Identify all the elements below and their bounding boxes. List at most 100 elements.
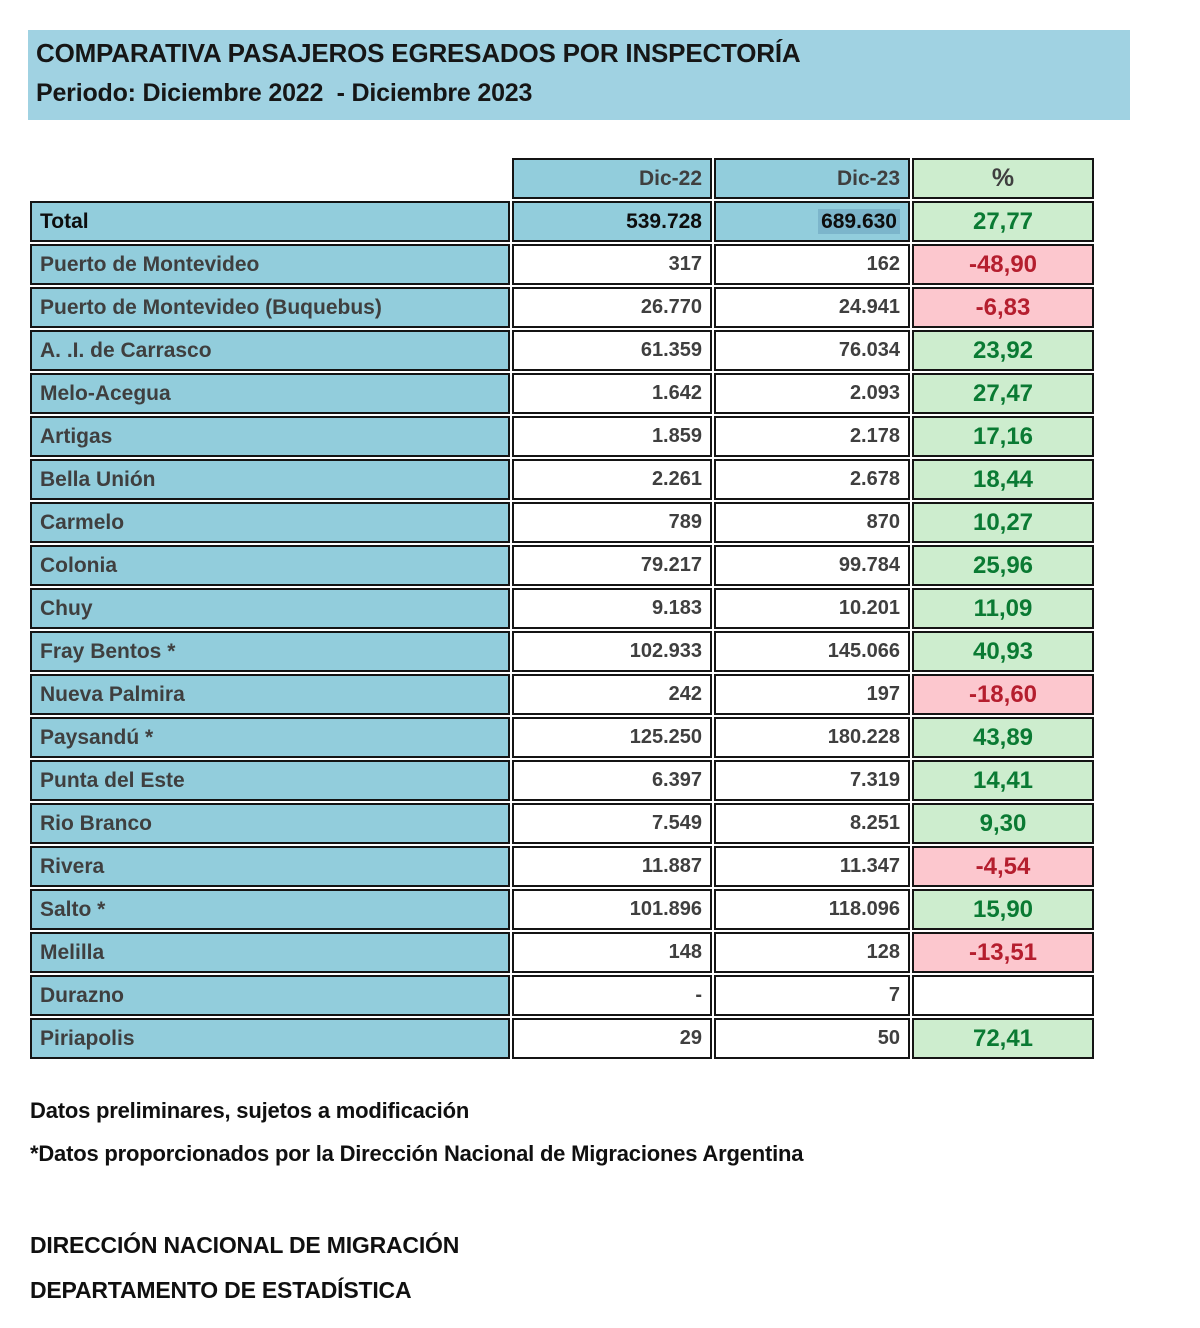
pct: 43,89 — [912, 717, 1094, 758]
pct: 27,47 — [912, 373, 1094, 414]
dic23: 11.347 — [714, 846, 910, 887]
dic22: 539.728 — [512, 201, 712, 242]
total-row: Total 539.728 689.630 27,77 — [30, 201, 1094, 242]
table-row: Colonia 79.217 99.784 25,96 — [30, 545, 1094, 586]
row-label: Paysandú * — [30, 717, 510, 758]
dic23: 197 — [714, 674, 910, 715]
pct: 15,90 — [912, 889, 1094, 930]
table-row: Fray Bentos * 102.933 145.066 40,93 — [30, 631, 1094, 672]
row-label: Carmelo — [30, 502, 510, 543]
table-row: Paysandú * 125.250 180.228 43,89 — [30, 717, 1094, 758]
table-row: Rivera 11.887 11.347 -4,54 — [30, 846, 1094, 887]
column-header-pct: % — [912, 158, 1094, 199]
dic22: 29 — [512, 1018, 712, 1059]
dic23: 2.678 — [714, 459, 910, 500]
table-body: Total 539.728 689.630 27,77 Puerto de Montev… — [30, 201, 1094, 1059]
highlighted-value: 689.630 — [818, 208, 900, 234]
pct: 11,09 — [912, 588, 1094, 629]
pct — [912, 975, 1094, 1016]
report-title: COMPARATIVA PASAJEROS EGRESADOS POR INSP… — [36, 38, 801, 68]
dic23: 50 — [714, 1018, 910, 1059]
signature-block: DIRECCIÓN NACIONAL DE MIGRACIÓN DEPARTAM… — [30, 1232, 459, 1322]
dic22: - — [512, 975, 712, 1016]
dic22: 9.183 — [512, 588, 712, 629]
table-row: Artigas 1.859 2.178 17,16 — [30, 416, 1094, 457]
row-label: Piriapolis — [30, 1018, 510, 1059]
dic22: 7.549 — [512, 803, 712, 844]
pct: 9,30 — [912, 803, 1094, 844]
comparison-table: Dic-22 Dic-23 % Total 539.728 689.630 27,77… — [28, 156, 1096, 1061]
signature-department: DEPARTAMENTO DE ESTADÍSTICA — [30, 1277, 412, 1303]
dic22: 242 — [512, 674, 712, 715]
row-label: Punta del Este — [30, 760, 510, 801]
dic23: 118.096 — [714, 889, 910, 930]
pct: 18,44 — [912, 459, 1094, 500]
dic23: 145.066 — [714, 631, 910, 672]
pct: 23,92 — [912, 330, 1094, 371]
dic22: 317 — [512, 244, 712, 285]
row-label: Puerto de Montevideo — [30, 244, 510, 285]
dic23: 689.630 — [714, 201, 910, 242]
row-label: A. .I. de Carrasco — [30, 330, 510, 371]
header-row: Dic-22 Dic-23 % — [30, 158, 1094, 199]
table-row: Puerto de Montevideo (Buquebus) 26.770 24.… — [30, 287, 1094, 328]
dic22: 148 — [512, 932, 712, 973]
table-row: Chuy 9.183 10.201 11,09 — [30, 588, 1094, 629]
pct: 14,41 — [912, 760, 1094, 801]
signature-direction: DIRECCIÓN NACIONAL DE MIGRACIÓN — [30, 1232, 460, 1258]
row-label: Melilla — [30, 932, 510, 973]
row-label: Melo-Acegua — [30, 373, 510, 414]
row-label: Rivera — [30, 846, 510, 887]
table-row: Durazno -7 — [30, 975, 1094, 1016]
pct: 17,16 — [912, 416, 1094, 457]
pct: 25,96 — [912, 545, 1094, 586]
row-label: Colonia — [30, 545, 510, 586]
table-row: Piriapolis 29 50 72,41 — [30, 1018, 1094, 1059]
report-period: Periodo: Diciembre 2022 - Diciembre 2023 — [36, 79, 533, 107]
pct: -18,60 — [912, 674, 1094, 715]
pct: -4,54 — [912, 846, 1094, 887]
dic23: 10.201 — [714, 588, 910, 629]
dic23: 99.784 — [714, 545, 910, 586]
column-header-dic22: Dic-22 — [512, 158, 712, 199]
dic23: 180.228 — [714, 717, 910, 758]
dic22: 125.250 — [512, 717, 712, 758]
comparison-table-wrap: Dic-22 Dic-23 % Total 539.728 689.630 27,77… — [28, 156, 1096, 1061]
dic23: 2.178 — [714, 416, 910, 457]
report-header: COMPARATIVA PASAJEROS EGRESADOS POR INSP… — [28, 30, 1130, 120]
row-label: Salto * — [30, 889, 510, 930]
dic23: 128 — [714, 932, 910, 973]
dic23: 162 — [714, 244, 910, 285]
dic22: 2.261 — [512, 459, 712, 500]
header-empty-cell — [30, 158, 510, 199]
table-row: Bella Unión 2.261 2.678 18,44 — [30, 459, 1094, 500]
pct: -13,51 — [912, 932, 1094, 973]
row-label: Total — [30, 201, 510, 242]
table-row: Melo-Acegua 1.642 2.093 27,47 — [30, 373, 1094, 414]
row-label: Bella Unión — [30, 459, 510, 500]
dic23: 7.319 — [714, 760, 910, 801]
dic22: 789 — [512, 502, 712, 543]
column-header-dic23: Dic-23 — [714, 158, 910, 199]
dic22: 1.642 — [512, 373, 712, 414]
pct: 27,77 — [912, 201, 1094, 242]
pct: -48,90 — [912, 244, 1094, 285]
pct: 10,27 — [912, 502, 1094, 543]
table-row: Punta del Este 6.397 7.319 14,41 — [30, 760, 1094, 801]
row-label: Rio Branco — [30, 803, 510, 844]
pct: 40,93 — [912, 631, 1094, 672]
row-label: Fray Bentos * — [30, 631, 510, 672]
row-label: Puerto de Montevideo (Buquebus) — [30, 287, 510, 328]
dic23: 76.034 — [714, 330, 910, 371]
row-label: Durazno — [30, 975, 510, 1016]
table-row: Carmelo 789 870 10,27 — [30, 502, 1094, 543]
table-row: Salto * 101.896 118.096 15,90 — [30, 889, 1094, 930]
row-label: Nueva Palmira — [30, 674, 510, 715]
footnote-preliminary: Datos preliminares, sujetos a modificaci… — [30, 1098, 470, 1123]
table-row: Melilla 148 128 -13,51 — [30, 932, 1094, 973]
dic22: 11.887 — [512, 846, 712, 887]
dic22: 6.397 — [512, 760, 712, 801]
dic22: 79.217 — [512, 545, 712, 586]
dic23: 7 — [714, 975, 910, 1016]
